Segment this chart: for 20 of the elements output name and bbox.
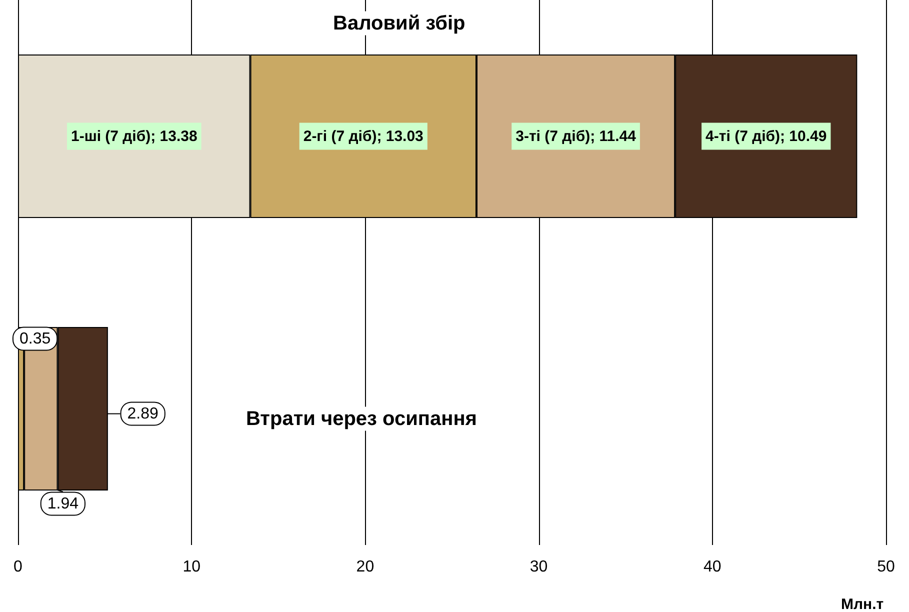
- x-tick-label: 50: [877, 558, 895, 576]
- series-label: 3-ті (7 діб): [516, 128, 590, 145]
- x-tick-label: 0: [14, 558, 23, 576]
- x-tick-label: 10: [182, 558, 201, 576]
- x-axis-title: Млн.т: [841, 596, 884, 612]
- data-label: ; 13.38: [150, 128, 198, 145]
- y-tick-label: Валовий збір: [333, 12, 466, 34]
- series-label: 1-ші (7 діб): [70, 128, 151, 145]
- x-tick-label: 20: [356, 558, 374, 576]
- data-label: 2.89: [127, 405, 159, 422]
- series-label: 4-ті (7 діб): [706, 128, 780, 145]
- data-label: ; 11.44: [590, 128, 637, 145]
- y-tick-label: Втрати через осипання: [246, 408, 477, 430]
- data-label: ; 10.49: [780, 128, 827, 145]
- series-label: 2-гі (7 діб): [303, 128, 377, 145]
- x-tick-label: 30: [530, 558, 548, 576]
- data-label: ; 13.03: [376, 128, 424, 145]
- x-tick-label: 40: [704, 558, 722, 576]
- data-label: 1.94: [47, 495, 79, 512]
- data-label: 0.35: [19, 330, 51, 348]
